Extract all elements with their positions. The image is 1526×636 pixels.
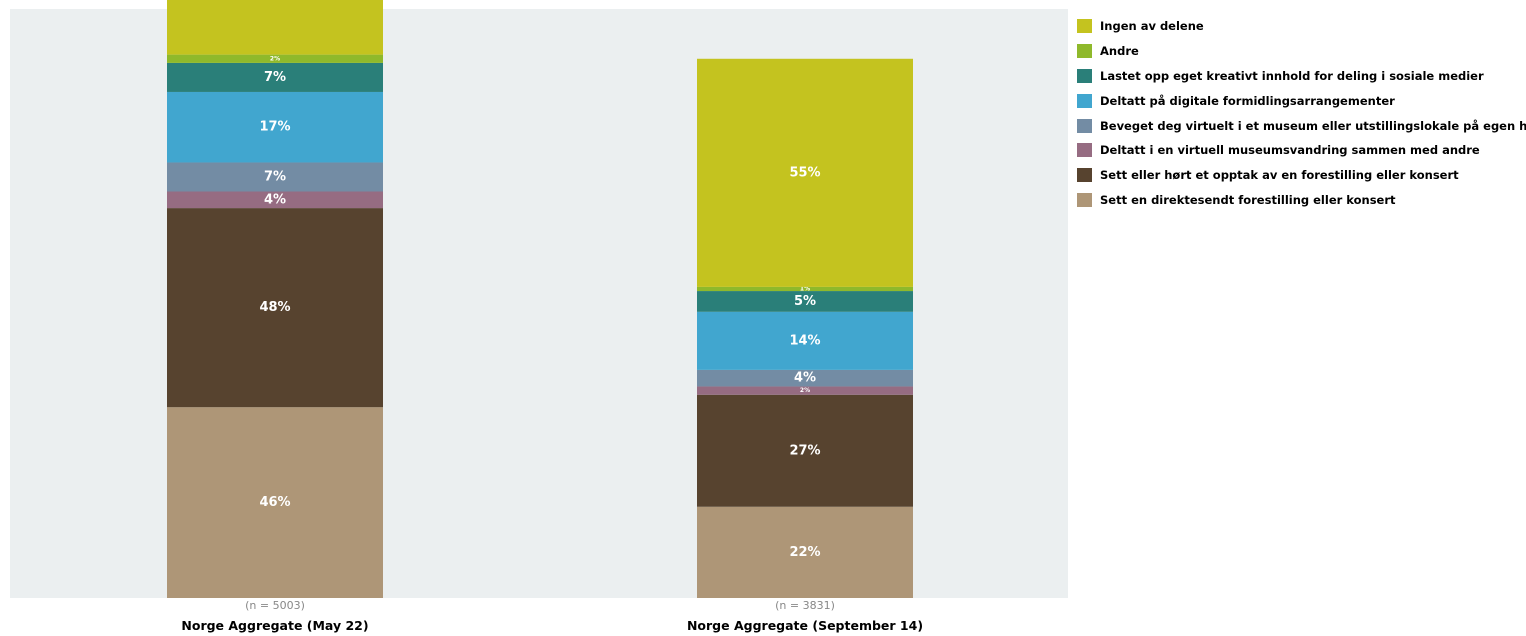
category-label: Norge Aggregate (May 22) — [181, 618, 368, 633]
bar-segment-sett-eller-h-rt-et-opptak-av-en-forestilling-eller-konsert-2 — [697, 394, 913, 507]
legend-swatch — [1077, 118, 1092, 133]
legend-item-deltatt-pa-digitale-formidlingsarrangementer[interactable]: Deltatt på digitale formidlingsarrangeme… — [1077, 88, 1526, 113]
legend-item-sett-eller-h-rt-et-opptak-av-en-forestilling-eller-konsert[interactable]: Sett eller hørt et opptak av en forestil… — [1077, 163, 1526, 188]
data-label-beveget-deg-virtuelt-i-et-museum-eller-utstillingslokale-pa-egen-hand-2: 4% — [794, 371, 816, 386]
data-label-andre-1: 2% — [270, 55, 280, 62]
data-label-deltatt-pa-digitale-formidlingsarrangementer-1: 17% — [259, 120, 290, 135]
data-label-deltatt-i-en-virtuell-museumsvandring-sammen-med-andre-1: 4% — [264, 192, 286, 207]
legend-label: Andre — [1100, 44, 1139, 59]
bar-segment-ingen-av-delene-2 — [697, 58, 913, 287]
legend-label: Ingen av delene — [1100, 19, 1204, 34]
legend-swatch — [1077, 19, 1092, 34]
bar-segment-ingen-av-delene-1 — [167, 0, 383, 55]
legend-swatch — [1077, 192, 1092, 207]
bars-group: 46%48%4%7%17%7%2%30%22%27%2%4%14%5%1%55% — [167, 0, 913, 598]
bar-segment-lastet-opp-eget-kreativt-innhold-for-deling-i-sosiale-medier-2 — [697, 291, 913, 312]
legend-swatch — [1077, 143, 1092, 158]
legend-item-andre[interactable]: Andre — [1077, 39, 1526, 64]
legend-label: Deltatt på digitale formidlingsarrangeme… — [1100, 93, 1395, 108]
bar-segment-lastet-opp-eget-kreativt-innhold-for-deling-i-sosiale-medier-1 — [167, 62, 383, 92]
legend-item-sett-en-direktesendt-forestilling-eller-konsert[interactable]: Sett en direktesendt forestilling eller … — [1077, 188, 1526, 213]
data-label-lastet-opp-eget-kreativt-innhold-for-deling-i-sosiale-medier-1: 7% — [264, 70, 286, 85]
category-label: Norge Aggregate (September 14) — [687, 618, 923, 633]
bar-segment-andre-2 — [697, 286, 913, 292]
category-labels-group: (n = 5003) Norge Aggregate (May 22) (n = 3… — [181, 599, 923, 633]
legend-swatch — [1077, 93, 1092, 108]
data-label-lastet-opp-eget-kreativt-innhold-for-deling-i-sosiale-medier-2: 5% — [794, 294, 816, 309]
data-label-sett-en-direktesendt-forestilling-eller-konsert-1: 46% — [259, 495, 290, 510]
legend-item-deltatt-i-en-virtuell-museumsvandring-sammen-med-andre[interactable]: Deltatt i en virtuell museumsvandring sa… — [1077, 138, 1526, 163]
bar-segment-deltatt-i-en-virtuell-museumsvandring-sammen-med-andre-2 — [697, 386, 913, 395]
legend-label: Sett eller hørt et opptak av en forestil… — [1100, 168, 1459, 183]
legend-swatch — [1077, 44, 1092, 59]
legend-label: Deltatt i en virtuell museumsvandring sa… — [1100, 143, 1480, 158]
bar-segment-beveget-deg-virtuelt-i-et-museum-eller-utstillingslokale-pa-egen-hand-2 — [697, 369, 913, 387]
bar-segment-sett-en-direktesendt-forestilling-eller-konsert-2 — [697, 506, 913, 598]
bar-segment-andre-1 — [167, 54, 383, 63]
data-label-deltatt-i-en-virtuell-museumsvandring-sammen-med-andre-2: 2% — [800, 387, 810, 394]
data-label-ingen-av-delene-2: 55% — [789, 165, 820, 180]
data-label-deltatt-pa-digitale-formidlingsarrangementer-2: 14% — [789, 333, 820, 348]
data-label-beveget-deg-virtuelt-i-et-museum-eller-utstillingslokale-pa-egen-hand-1: 7% — [264, 169, 286, 184]
bar-segment-sett-eller-h-rt-et-opptak-av-en-forestilling-eller-konsert-1 — [167, 208, 383, 408]
data-label-sett-eller-h-rt-et-opptak-av-en-forestilling-eller-konsert-1: 48% — [259, 300, 290, 315]
sample-size-label: (n = 5003) — [245, 599, 305, 612]
data-label-sett-eller-h-rt-et-opptak-av-en-forestilling-eller-konsert-2: 27% — [789, 443, 820, 458]
sample-size-label: (n = 3831) — [775, 599, 835, 612]
bar-segment-sett-en-direktesendt-forestilling-eller-konsert-1 — [167, 407, 383, 598]
legend: Ingen av delene Andre Lastet opp eget krea… — [1077, 14, 1526, 212]
bar-segment-deltatt-i-en-virtuell-museumsvandring-sammen-med-andre-1 — [167, 191, 383, 209]
legend-swatch — [1077, 168, 1092, 183]
data-label-sett-en-direktesendt-forestilling-eller-konsert-2: 22% — [789, 545, 820, 560]
legend-item-beveget-deg-virtuelt-i-et-museum-eller-utstillingslokale-pa-egen-hand[interactable]: Beveget deg virtuelt i et museum eller u… — [1077, 113, 1526, 138]
legend-label: Sett en direktesendt forestilling eller … — [1100, 192, 1396, 207]
legend-item-ingen-av-delene[interactable]: Ingen av delene — [1077, 14, 1526, 39]
bar-segment-deltatt-pa-digitale-formidlingsarrangementer-2 — [697, 311, 913, 370]
data-label-andre-2: 1% — [800, 285, 810, 292]
bar-segment-beveget-deg-virtuelt-i-et-museum-eller-utstillingslokale-pa-egen-hand-1 — [167, 162, 383, 192]
legend-swatch — [1077, 68, 1092, 83]
legend-label: Lastet opp eget kreativt innhold for del… — [1100, 68, 1484, 83]
legend-item-lastet-opp-eget-kreativt-innhold-for-deling-i-sosiale-medier[interactable]: Lastet opp eget kreativt innhold for del… — [1077, 64, 1526, 89]
bar-segment-deltatt-pa-digitale-formidlingsarrangementer-1 — [167, 91, 383, 163]
legend-label: Beveget deg virtuelt i et museum eller u… — [1100, 118, 1526, 133]
